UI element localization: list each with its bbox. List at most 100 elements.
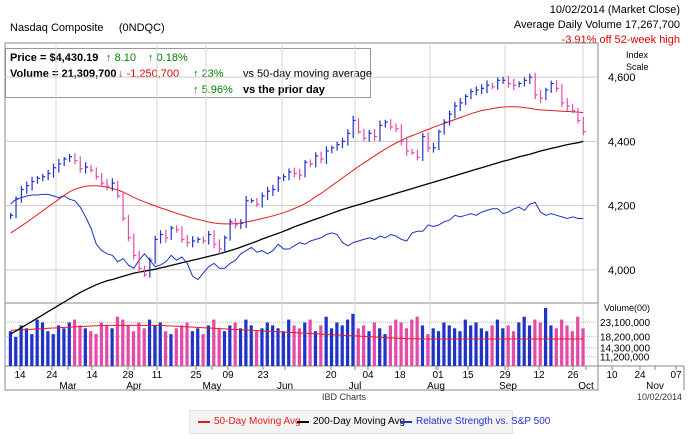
- volume-bar: [324, 316, 328, 366]
- volume-bar: [153, 325, 157, 366]
- volume-bar: [276, 328, 280, 366]
- x-day-label: 04: [362, 370, 374, 381]
- ticker: (0NDQC): [118, 22, 165, 34]
- x-month-label: Apr: [126, 381, 142, 392]
- volume-bar: [463, 319, 467, 366]
- legend-bar: [189, 410, 513, 434]
- volume-bar: [404, 328, 409, 366]
- vol-vs-prior: ↑ 5.96%: [193, 84, 233, 96]
- x-day-label: 28: [122, 370, 134, 381]
- volume-bar: [292, 325, 296, 366]
- volume-bar: [56, 325, 61, 366]
- volume-bar: [73, 319, 77, 366]
- volume-bar: [527, 325, 532, 366]
- volume-bar: [158, 322, 162, 366]
- x-day-label: 23: [257, 370, 269, 381]
- volume-bar: [335, 322, 339, 366]
- volume-bar: [410, 319, 414, 366]
- volume-bar: [453, 328, 457, 366]
- volume-bar: [378, 328, 382, 366]
- x-day-label: 20: [325, 370, 337, 381]
- x-day-label: 25: [190, 370, 202, 381]
- x-day-label: 15: [462, 370, 474, 381]
- legend-rs: Relative Strength vs. S&P 500: [400, 416, 550, 427]
- volume-bar: [115, 316, 120, 366]
- volume-bar: [169, 334, 173, 366]
- volume-bar: [560, 319, 564, 366]
- volume-bar: [78, 325, 82, 366]
- volume-bar: [94, 334, 98, 366]
- volume-bar: [388, 325, 392, 366]
- volume-bar: [570, 331, 574, 366]
- volume-bar: [249, 325, 253, 366]
- volume-bar: [233, 322, 237, 366]
- x-day-label: 14: [14, 370, 26, 381]
- volume-bar: [185, 322, 189, 366]
- volume-bar: [372, 322, 376, 366]
- x-month-label: Oct: [578, 381, 594, 392]
- x-month-label: Mar: [59, 381, 77, 392]
- price-label: Price = $4,430.19: [10, 52, 99, 64]
- vol-vs-prior-text: vs the prior day: [243, 84, 325, 96]
- volume-bar: [340, 325, 344, 366]
- x-day-label: 29: [499, 370, 511, 381]
- price-tick-label: 4,200: [608, 201, 636, 213]
- price-change: ↑ 8.10: [106, 52, 136, 64]
- ma200-line: [10, 140, 584, 335]
- volume-bar: [8, 331, 13, 366]
- volume-bar: [506, 325, 510, 366]
- price-tick-label: 4,400: [608, 136, 636, 148]
- rs-label: Relative Strength vs. S&P 500: [416, 416, 551, 427]
- volume-bar: [83, 328, 87, 366]
- plot-border: [4, 42, 599, 391]
- volume-bar: [415, 316, 419, 366]
- x-day-label: 07: [670, 370, 682, 381]
- x-day-label: 18: [394, 370, 406, 381]
- volume-bar: [533, 319, 537, 366]
- volume-bar: [30, 334, 34, 366]
- volume-bar: [426, 334, 430, 366]
- volume-bar: [367, 331, 371, 366]
- index-scale-label: Scale: [626, 62, 649, 72]
- volume-bar: [458, 331, 462, 366]
- volume-bar: [271, 325, 275, 366]
- volume-bar: [190, 331, 194, 366]
- volume-bar: [126, 325, 130, 366]
- volume-bar: [576, 316, 580, 366]
- volume-bar: [442, 322, 446, 366]
- volume-bar: [399, 322, 403, 366]
- volume-bar: [35, 319, 39, 366]
- volume-bar: [581, 328, 585, 366]
- volume-ma-line: [10, 324, 584, 340]
- volume-bar: [89, 331, 93, 366]
- index-scale-label: Index: [626, 50, 649, 60]
- x-month-label: Jul: [349, 381, 362, 392]
- legend-ma50: 50-Day Moving Avg: [198, 416, 301, 427]
- volume-bar: [490, 325, 494, 366]
- x-day-label: 26: [567, 370, 579, 381]
- volume-tick-label: 18,200,000: [600, 332, 650, 343]
- volume-bar: [420, 325, 425, 366]
- volume-bar: [131, 331, 136, 366]
- volume-bar: [319, 325, 323, 366]
- volume-bar: [436, 331, 441, 366]
- volume-bar: [362, 325, 366, 366]
- ma50-swatch: [198, 420, 210, 423]
- volume-bar: [549, 325, 553, 366]
- volume-bar: [565, 325, 569, 366]
- footer-date: 10/02/2014: [636, 392, 682, 402]
- volume-bar: [14, 337, 18, 366]
- source-label: IBD Charts: [321, 392, 366, 402]
- volume-tick-label: 11,200,000: [600, 353, 650, 364]
- volume-bar: [345, 319, 350, 366]
- volume-bar: [228, 325, 232, 366]
- volume-bar: [495, 319, 500, 366]
- volume-bar: [501, 328, 505, 366]
- volume-bar: [196, 328, 200, 366]
- volume-bar: [110, 328, 114, 366]
- volume-bar: [517, 322, 521, 366]
- volume-bar: [485, 331, 489, 366]
- volume-bar: [287, 319, 291, 366]
- x-day-label: 09: [222, 370, 234, 381]
